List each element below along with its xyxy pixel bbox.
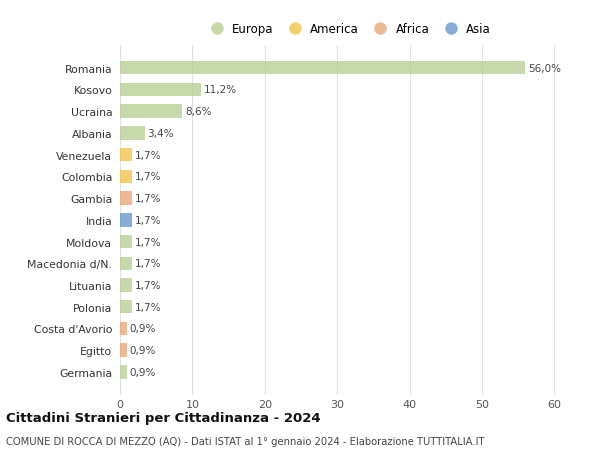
Text: Cittadini Stranieri per Cittadinanza - 2024: Cittadini Stranieri per Cittadinanza - 2… (6, 412, 320, 425)
Text: 1,7%: 1,7% (135, 172, 162, 182)
Text: 3,4%: 3,4% (148, 129, 174, 139)
Text: 0,9%: 0,9% (130, 346, 156, 355)
Bar (120, 365, 127, 379)
Bar (120, 84, 201, 97)
Bar (120, 235, 133, 249)
Bar (120, 279, 133, 292)
Text: 1,7%: 1,7% (135, 280, 162, 291)
Text: 11,2%: 11,2% (204, 85, 237, 95)
Text: 56,0%: 56,0% (528, 63, 561, 73)
Bar (120, 105, 182, 118)
Text: 1,7%: 1,7% (135, 259, 162, 269)
Bar (120, 257, 133, 270)
Bar (120, 344, 127, 357)
Text: 1,7%: 1,7% (135, 215, 162, 225)
Legend: Europa, America, Africa, Asia: Europa, America, Africa, Asia (203, 20, 493, 38)
Text: 0,9%: 0,9% (130, 324, 156, 334)
Text: 0,9%: 0,9% (130, 367, 156, 377)
Text: 1,7%: 1,7% (135, 302, 162, 312)
Bar (120, 149, 133, 162)
Text: 1,7%: 1,7% (135, 150, 162, 160)
Text: 8,6%: 8,6% (185, 107, 212, 117)
Bar (120, 322, 127, 336)
Bar (120, 170, 133, 184)
Bar (120, 213, 133, 227)
Bar (120, 62, 526, 75)
Bar (120, 127, 145, 140)
Text: 1,7%: 1,7% (135, 194, 162, 204)
Bar (120, 192, 133, 205)
Text: 1,7%: 1,7% (135, 237, 162, 247)
Text: COMUNE DI ROCCA DI MEZZO (AQ) - Dati ISTAT al 1° gennaio 2024 - Elaborazione TUT: COMUNE DI ROCCA DI MEZZO (AQ) - Dati IST… (6, 436, 485, 446)
Bar (120, 300, 133, 314)
